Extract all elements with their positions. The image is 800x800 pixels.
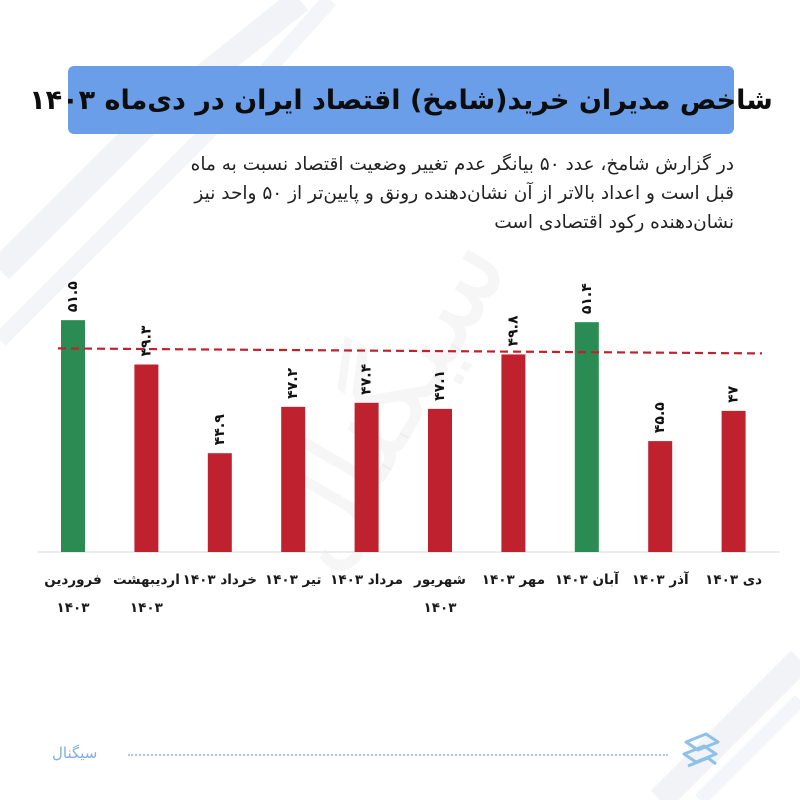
bar-value-label: ۴۷.۲ bbox=[285, 367, 301, 398]
brand-logo-icon bbox=[682, 732, 720, 768]
footer-divider bbox=[128, 754, 668, 756]
x-tick-label: خرداد ۱۴۰۳ bbox=[183, 572, 257, 588]
bar bbox=[207, 453, 232, 552]
bar bbox=[354, 402, 379, 552]
x-tick-label: آذر ۱۴۰۳ bbox=[632, 571, 689, 588]
description-line: نشان‌دهنده رکود اقتصادی است bbox=[494, 212, 734, 233]
bar-value-label: ۵۱.۵ bbox=[65, 281, 81, 312]
bar-value-label: ۴۷.۱ bbox=[432, 370, 448, 401]
chart-title: شاخص مدیران خرید(شامخ) اقتصاد ایران در د… bbox=[29, 84, 773, 116]
x-tick-label: ۱۴۰۳ bbox=[130, 600, 164, 616]
x-tick-label: آبان ۱۴۰۳ bbox=[555, 571, 619, 588]
bar bbox=[574, 322, 599, 552]
description-line: در گزارش شامخ، عدد ۵۰ بیانگر عدم تغییر و… bbox=[190, 154, 734, 175]
bar-value-label: ۴۵.۵ bbox=[652, 402, 668, 433]
bar bbox=[501, 354, 526, 552]
description-line: قبل است و اعداد بالاتر از آن نشان‌دهنده … bbox=[194, 183, 734, 204]
x-tick-label: شهریور bbox=[413, 572, 466, 588]
bar-value-label: ۴۴.۹ bbox=[212, 414, 228, 445]
x-tick-label: مرداد ۱۴۰۳ bbox=[330, 572, 403, 588]
x-tick-label: اردیبهشت bbox=[113, 572, 180, 588]
bar bbox=[721, 410, 746, 552]
description: در گزارش شامخ، عدد ۵۰ بیانگر عدم تغییر و… bbox=[54, 150, 734, 237]
x-tick-label: دی ۱۴۰۳ bbox=[705, 572, 762, 588]
x-tick-label: فروردین bbox=[44, 572, 102, 588]
bar-value-label: ۴۷.۴ bbox=[359, 363, 375, 394]
reference-line-50 bbox=[57, 347, 763, 355]
brand-name: سیگنال bbox=[52, 744, 98, 762]
x-tick-label: ۱۴۰۳ bbox=[424, 600, 458, 616]
bar bbox=[428, 408, 452, 552]
watermark-text: سیگنال bbox=[234, 208, 536, 592]
bar-value-label: ۴۷ bbox=[726, 385, 742, 403]
x-tick-label: ۱۴۰۳ bbox=[57, 600, 91, 616]
bar-value-label: ۵۱.۴ bbox=[579, 283, 595, 314]
x-tick-label: تیر ۱۴۰۳ bbox=[265, 572, 322, 588]
bar-value-label: ۴۹.۸ bbox=[505, 315, 521, 346]
bar bbox=[281, 406, 306, 552]
bar bbox=[61, 320, 85, 552]
bar bbox=[648, 441, 673, 552]
title-banner: شاخص مدیران خرید(شامخ) اقتصاد ایران در د… bbox=[29, 66, 773, 134]
bar bbox=[134, 364, 159, 552]
bar-value-label: ۴۹.۳ bbox=[138, 325, 154, 356]
x-tick-label: مهر ۱۴۰۳ bbox=[482, 572, 545, 588]
